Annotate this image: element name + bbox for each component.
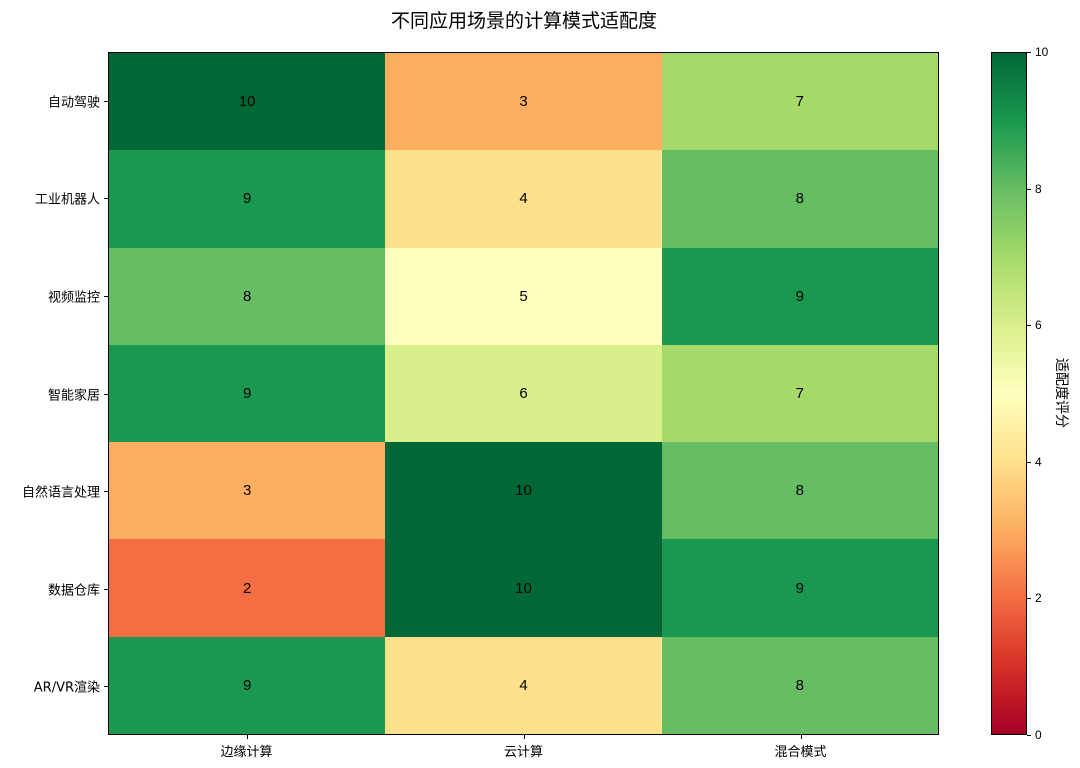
colorbar-tick-label: 0 [1035, 728, 1042, 742]
heatmap-cell: 10 [109, 53, 386, 151]
heatmap-cell: 10 [385, 442, 662, 540]
colorbar-tick-label: 4 [1035, 454, 1042, 469]
heatmap-cell: 6 [385, 344, 662, 443]
heatmap-cell: 8 [661, 636, 938, 734]
heatmap-cell: 7 [661, 344, 938, 443]
x-tick-label: 云计算 [503, 745, 544, 760]
heatmap-cell: 7 [661, 53, 938, 151]
colorbar-tick-label: 2 [1035, 591, 1042, 606]
y-tick-mark [104, 100, 108, 102]
y-tick-mark [104, 198, 108, 200]
y-tick-label: 工业机器人 [34, 192, 100, 208]
colorbar-tick-mark [1027, 461, 1031, 463]
colorbar [991, 52, 1027, 735]
y-tick-label: 自动驾驶 [47, 95, 100, 111]
colorbar-label: 适配度评分 [1053, 358, 1069, 428]
colorbar-tick-label: 10 [1035, 45, 1049, 59]
colorbar-tick-label: 6 [1035, 318, 1042, 333]
heatmap-cell: 9 [109, 344, 386, 443]
colorbar-tick-mark [1027, 188, 1031, 190]
heatmap-cell: 8 [109, 247, 386, 345]
heatmap-cell: 10 [385, 539, 662, 637]
y-tick-mark [104, 491, 108, 493]
colorbar-tick-mark [1027, 325, 1031, 327]
y-tick-mark [104, 295, 108, 297]
y-tick-mark [104, 588, 108, 590]
heatmap-cell: 8 [661, 150, 938, 248]
heatmap-cell: 3 [385, 53, 662, 151]
heatmap-cell: 5 [385, 247, 662, 345]
x-tick-label: 混合模式 [774, 745, 827, 760]
colorbar-tick-mark [1027, 598, 1031, 600]
x-tick-mark [246, 735, 248, 739]
y-axis: 自动驾驶工业机器人视频监控智能家居自然语言处理数据仓库 AR/VR渲染 [0, 52, 108, 735]
heatmap-cell: 4 [385, 150, 662, 248]
heatmap-cell: 9 [109, 636, 386, 734]
x-tick-mark [523, 735, 525, 739]
x-axis: 边缘计算 云计算 混合模式 [108, 735, 939, 765]
heatmap-cell: 4 [385, 636, 662, 734]
colorbar-tick-mark [1027, 52, 1031, 53]
y-tick-label: 数据仓库 [47, 583, 100, 599]
y-tick-mark [104, 686, 108, 688]
y-tick-label: 智能家居 [47, 388, 100, 403]
heatmap-cell: 9 [661, 247, 938, 345]
y-tick-label: AR/VR渲染 [33, 680, 100, 696]
colorbar-tick-label: 8 [1035, 181, 1042, 196]
x-tick-label: 边缘计算 [220, 745, 273, 760]
x-tick-mark [800, 735, 802, 739]
y-tick-label: 视频监控 [47, 290, 100, 306]
heatmap-cell: 9 [109, 150, 386, 248]
colorbar-tick-mark [1027, 735, 1031, 736]
y-tick-label: 自然语言处理 [21, 485, 100, 501]
heatmap-cell: 2 [109, 539, 386, 637]
heatmap-cell: 8 [661, 442, 938, 540]
y-tick-mark [104, 393, 108, 395]
chart-title: 不同应用场景的计算模式适配度 [390, 10, 657, 32]
heatmap-cell: 3 [109, 442, 386, 540]
heatmap-plot-area: 10 3 7 9 4 8 8 5 9 9 6 7 3 10 8 2 10 9 9 4 8 [108, 52, 939, 735]
heatmap-cell: 9 [661, 539, 938, 637]
